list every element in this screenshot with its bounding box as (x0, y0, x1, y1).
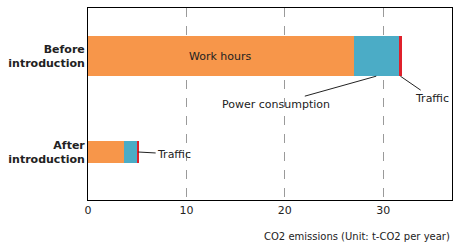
svg-text:Beforeintroduction: Beforeintroduction (8, 43, 84, 70)
svg-text:Traffic: Traffic (157, 148, 191, 161)
svg-text:Power consumption: Power consumption (222, 98, 330, 111)
svg-text:20: 20 (278, 204, 292, 217)
svg-text:30: 30 (376, 204, 390, 217)
svg-text:Traffic: Traffic (415, 92, 449, 105)
svg-text:0: 0 (85, 204, 92, 217)
svg-text:CO2 emissions (Unit: t-CO2 per: CO2 emissions (Unit: t-CO2 per year) (264, 231, 450, 242)
svg-text:10: 10 (179, 204, 193, 217)
svg-text:Work hours: Work hours (189, 50, 252, 63)
svg-text:Afterintroduction: Afterintroduction (8, 139, 85, 166)
